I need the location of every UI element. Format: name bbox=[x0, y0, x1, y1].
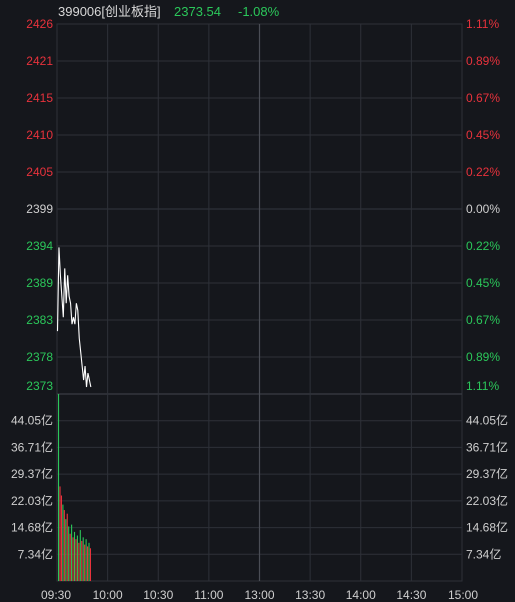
volume-bar bbox=[71, 524, 73, 581]
volume-tick-label-right: 7.34亿 bbox=[466, 546, 501, 561]
time-tick-label: 14:30 bbox=[396, 588, 426, 602]
volume-tick-label-right: 29.37亿 bbox=[466, 466, 508, 481]
percent-tick-label: 1.11% bbox=[466, 17, 499, 31]
volume-bar bbox=[81, 540, 83, 581]
price-tick-label: 2383 bbox=[26, 313, 53, 327]
percent-axis-right: 1.11% 0.89% 0.67% 0.45% 0.22% 0.00% 0.22% 0.45%… bbox=[466, 17, 500, 393]
chart-grid bbox=[56, 23, 463, 582]
percent-tick-label: 0.89% bbox=[466, 54, 500, 68]
time-tick-label: 11:00 bbox=[194, 588, 223, 602]
volume-bar bbox=[78, 542, 80, 581]
volume-tick-label-left: 22.03亿 bbox=[11, 493, 53, 508]
price-tick-label: 2410 bbox=[26, 128, 53, 142]
time-tick-label: 13:30 bbox=[295, 588, 325, 602]
volume-tick-label-left: 14.68亿 bbox=[11, 520, 53, 535]
time-tick-label: 14:00 bbox=[346, 588, 376, 602]
percent-tick-label: 0.89% bbox=[466, 350, 500, 364]
volume-bar bbox=[85, 539, 87, 581]
percent-tick-label: 0.22% bbox=[466, 239, 500, 253]
time-axis: 09:30 10:00 10:30 11:00 13:00 13:30 14:00 14:30… bbox=[41, 588, 478, 602]
volume-tick-label-right: 36.71亿 bbox=[466, 439, 508, 454]
volume-bar bbox=[62, 504, 64, 581]
volume-tick-label-right: 22.03亿 bbox=[466, 493, 508, 508]
volume-bar bbox=[73, 531, 76, 581]
volume-bar bbox=[65, 519, 67, 581]
price-tick-label: 2394 bbox=[26, 239, 53, 253]
time-tick-label: 09:30 bbox=[41, 588, 71, 602]
volume-tick-label-left: 7.34亿 bbox=[18, 546, 53, 561]
price-tick-label: 2426 bbox=[26, 17, 53, 31]
volume-bar bbox=[75, 539, 77, 581]
percent-tick-label: 0.45% bbox=[466, 128, 500, 142]
last-price: 2373.54 bbox=[174, 4, 221, 19]
price-tick-label: 2378 bbox=[26, 350, 53, 364]
price-tick-label: 2421 bbox=[26, 54, 53, 68]
volume-bar bbox=[66, 513, 68, 581]
volume-bar bbox=[89, 548, 91, 581]
percent-tick-label: 0.00% bbox=[466, 202, 500, 216]
price-tick-label: 2373 bbox=[26, 379, 53, 393]
time-tick-label: 13:00 bbox=[244, 588, 274, 602]
change-percent: -1.08% bbox=[238, 4, 280, 19]
time-tick-label: 10:00 bbox=[93, 588, 123, 602]
percent-tick-label: 0.22% bbox=[466, 165, 500, 179]
volume-tick-label-right: 14.68亿 bbox=[466, 520, 508, 535]
volume-bar bbox=[84, 544, 86, 581]
time-tick-label: 15:00 bbox=[448, 588, 478, 602]
volume-bar bbox=[59, 486, 61, 581]
volume-bar bbox=[69, 533, 71, 581]
percent-tick-label: 1.11% bbox=[466, 379, 499, 393]
volume-axis: 44.05亿 44.05亿 36.71亿 36.71亿 29.37亿 29.37亿 22.0… bbox=[11, 413, 508, 562]
volume-bar bbox=[72, 537, 74, 581]
volume-bar bbox=[88, 542, 90, 581]
price-line-group bbox=[56, 247, 92, 388]
volume-bar bbox=[82, 537, 84, 581]
volume-tick-label-right: 44.05亿 bbox=[466, 413, 508, 428]
volume-tick-label-left: 29.37亿 bbox=[11, 466, 53, 481]
quote-header: 399006[创业板指] 2373.54 -1.08% bbox=[0, 0, 515, 24]
volume-bar bbox=[63, 510, 65, 581]
volume-bar bbox=[60, 495, 62, 581]
price-axis-left: 2426 2421 2415 2410 2405 2399 2394 2389 2383 2378… bbox=[26, 17, 53, 393]
percent-tick-label: 0.45% bbox=[466, 276, 500, 290]
index-name[interactable]: 399006[创业板指] bbox=[58, 4, 161, 19]
volume-bar bbox=[76, 535, 78, 581]
percent-tick-label: 0.67% bbox=[466, 313, 500, 327]
volume-bars bbox=[58, 394, 91, 581]
volume-tick-label-left: 36.71亿 bbox=[11, 439, 53, 454]
volume-tick-label-left: 44.05亿 bbox=[11, 413, 53, 428]
price-tick-label: 2389 bbox=[26, 276, 53, 290]
price-tick-label: 2415 bbox=[26, 91, 53, 105]
volume-bar bbox=[87, 546, 89, 581]
price-tick-label: 2405 bbox=[26, 165, 53, 179]
price-line bbox=[56, 247, 92, 388]
price-tick-label: 2399 bbox=[26, 202, 53, 216]
volume-bar bbox=[68, 526, 70, 581]
volume-bar bbox=[58, 394, 60, 581]
volume-bar bbox=[79, 530, 81, 581]
time-tick-label: 10:30 bbox=[143, 588, 173, 602]
percent-tick-label: 0.67% bbox=[466, 91, 500, 105]
